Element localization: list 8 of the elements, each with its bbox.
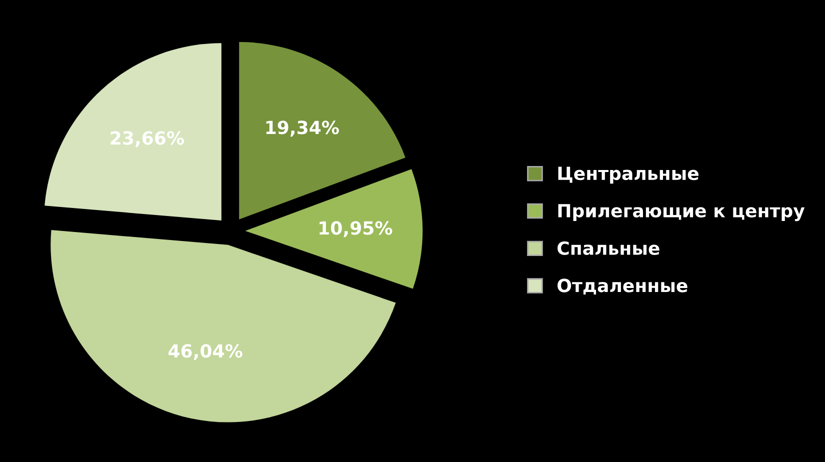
data-label: 23,66% — [110, 131, 184, 148]
data-label: 46,04% — [168, 344, 242, 360]
legend-label: Отдаленные — [558, 278, 688, 295]
legend-label: Прилегающие к центру — [558, 204, 805, 222]
data-label: 19,34% — [266, 120, 339, 137]
data-label: 10,95% — [320, 221, 392, 238]
legend-label: Центральные — [558, 166, 698, 184]
legend-label: Спальные — [558, 241, 660, 255]
